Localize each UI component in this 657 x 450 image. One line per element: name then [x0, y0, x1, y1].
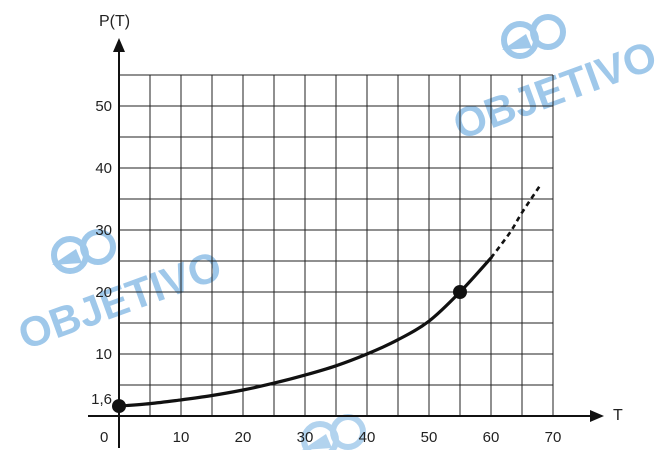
- series: [117, 183, 542, 408]
- x-tick-label: 10: [173, 429, 190, 446]
- series-line-solid: [117, 256, 493, 408]
- x-tick-label: 70: [545, 429, 562, 446]
- data-point-marker: [453, 285, 467, 299]
- series-line-dashed: [489, 183, 542, 259]
- x-tick-label: 40: [359, 429, 376, 446]
- grid: [119, 74, 554, 416]
- y-tick-label: 10: [95, 346, 112, 363]
- y-axis-arrow-icon: [113, 38, 125, 52]
- x-tick-label: 30: [297, 429, 314, 446]
- data-point-marker: [112, 399, 126, 414]
- y-axis-title: P(T): [99, 13, 130, 30]
- x-tick-label: 60: [483, 429, 500, 446]
- y-tick-label: 20: [95, 284, 112, 301]
- x-axis-arrow-icon: [590, 410, 604, 422]
- axes: [88, 38, 604, 448]
- y-tick-label: 50: [95, 98, 112, 115]
- x-axis-title: T: [613, 407, 623, 424]
- x-tick-label: 0: [100, 429, 108, 446]
- x-tick-label: 20: [235, 429, 252, 446]
- x-tick-label: 50: [421, 429, 438, 446]
- y-tick-label: 40: [95, 160, 112, 177]
- highlighted-points: [112, 285, 467, 414]
- y-special-label: 1,6: [91, 391, 112, 408]
- watermark-top-right: OBJETIVO: [447, 17, 657, 148]
- y-tick-label: 30: [95, 222, 112, 239]
- tick-labels: 0 10 20 30 40 50 60 70 10 20 30 40 50 1,6: [91, 98, 561, 446]
